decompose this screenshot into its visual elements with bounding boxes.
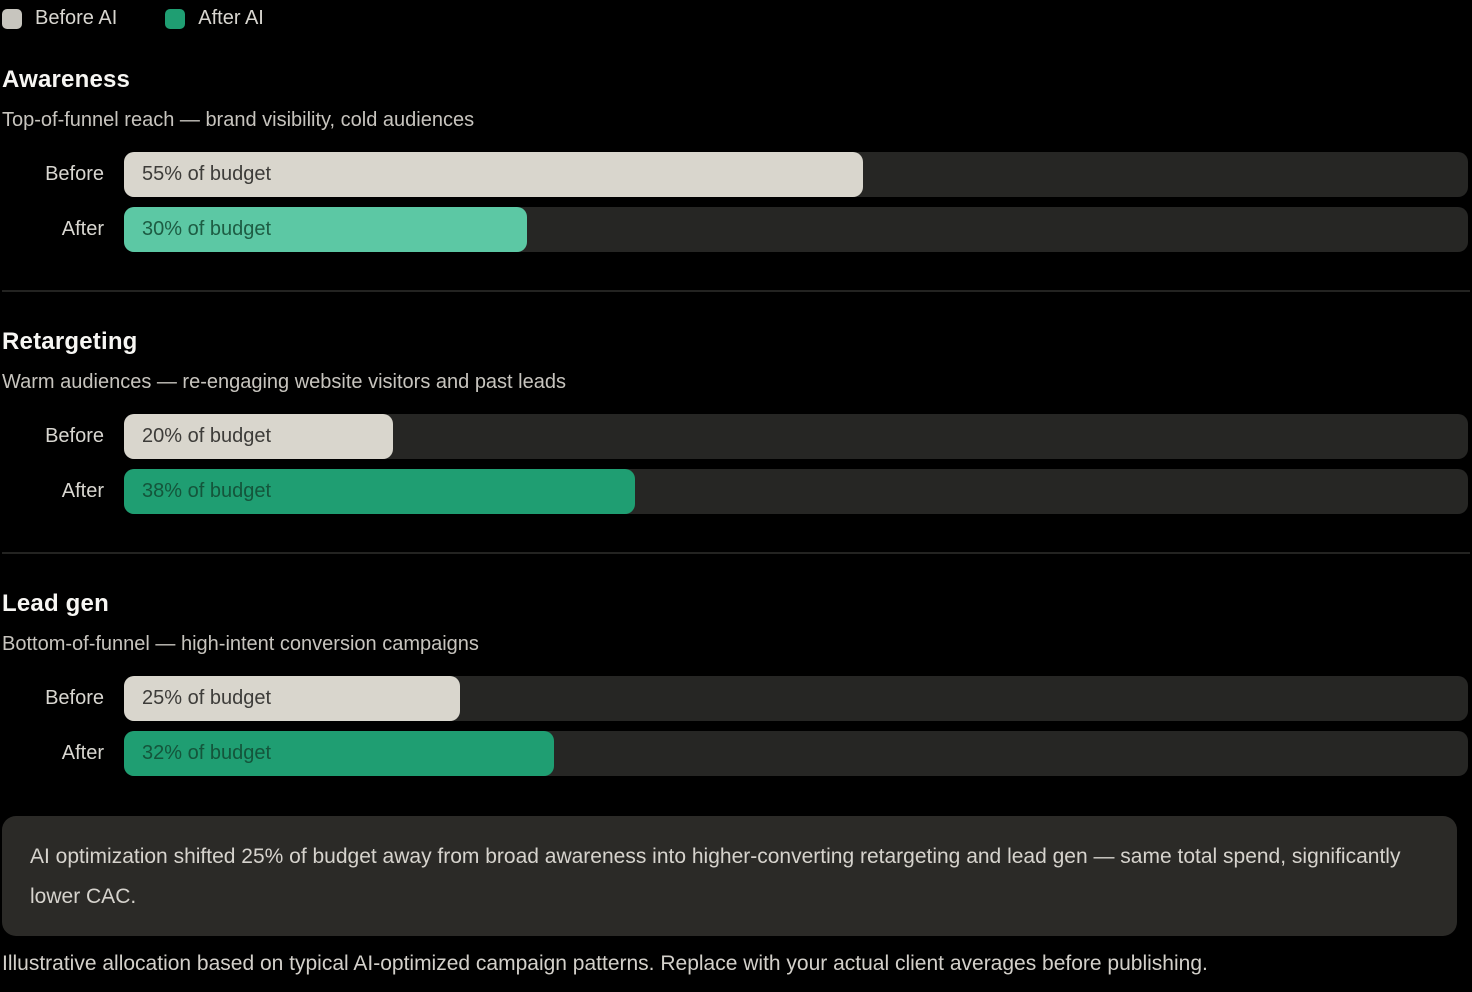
legend-label-before-ai: Before AI bbox=[35, 7, 118, 29]
section-subtitle: Top-of-funnel reach — brand visibility, … bbox=[2, 109, 475, 131]
after-ai-swatch-icon bbox=[165, 8, 186, 29]
row-label: Before bbox=[45, 687, 104, 709]
bar-track: 32% of budget bbox=[124, 731, 1468, 776]
bar-fill-before: 25% of budget bbox=[124, 676, 460, 721]
before-ai-swatch-icon bbox=[2, 8, 22, 29]
section-awareness: Awareness Top-of-funnel reach — brand vi… bbox=[2, 66, 1470, 252]
bar-fill-after: 38% of budget bbox=[124, 469, 635, 514]
bar-track: 55% of budget bbox=[124, 152, 1468, 197]
disclaimer-text: Illustrative allocation based on typical… bbox=[2, 952, 1208, 975]
bar-rows: Before 55% of budget After 30% of budget bbox=[2, 152, 1470, 252]
bar-rows: Before 25% of budget After 32% of budget bbox=[2, 676, 1470, 776]
section-title: Awareness bbox=[2, 66, 131, 93]
bar-rows: Before 20% of budget After 38% of budget bbox=[2, 414, 1470, 514]
legend-label-after-ai: After AI bbox=[198, 7, 264, 29]
bar-track: 25% of budget bbox=[124, 676, 1468, 721]
section-retargeting: Retargeting Warm audiences — re-engaging… bbox=[2, 328, 1470, 514]
bar-track: 20% of budget bbox=[124, 414, 1468, 459]
bar-fill-before: 55% of budget bbox=[124, 152, 864, 197]
bar-fill-before: 20% of budget bbox=[124, 414, 393, 459]
legend: Before AI After AI bbox=[2, 7, 1470, 30]
section-divider bbox=[2, 552, 1470, 554]
section-subtitle: Bottom-of-funnel — high-intent conversio… bbox=[2, 633, 479, 655]
bar-row-after: After 30% of budget bbox=[2, 207, 1470, 252]
bar-fill-after: 30% of budget bbox=[124, 207, 528, 252]
section-title: Retargeting bbox=[2, 328, 138, 355]
bar-track: 30% of budget bbox=[124, 207, 1468, 252]
summary-note: AI optimization shifted 25% of budget aw… bbox=[2, 816, 1457, 936]
section-subtitle: Warm audiences — re-engaging website vis… bbox=[2, 371, 566, 393]
bar-fill-after: 32% of budget bbox=[124, 731, 555, 776]
bar-track: 38% of budget bbox=[124, 469, 1468, 514]
bar-row-before: Before 25% of budget bbox=[2, 676, 1470, 721]
row-label: After bbox=[61, 218, 104, 240]
row-label: After bbox=[61, 480, 104, 502]
row-label: After bbox=[61, 742, 104, 764]
bar-row-after: After 32% of budget bbox=[2, 731, 1470, 776]
row-label: Before bbox=[45, 163, 104, 185]
section-divider bbox=[2, 290, 1470, 292]
section-title: Lead gen bbox=[2, 590, 109, 617]
row-label: Before bbox=[45, 425, 104, 447]
bar-row-before: Before 55% of budget bbox=[2, 152, 1470, 197]
bar-row-after: After 38% of budget bbox=[2, 469, 1470, 514]
legend-item-before-ai: Before AI bbox=[2, 7, 117, 30]
bar-row-before: Before 20% of budget bbox=[2, 414, 1470, 459]
legend-item-after-ai: After AI bbox=[165, 7, 264, 30]
section-lead-gen: Lead gen Bottom-of-funnel — high-intent … bbox=[2, 590, 1470, 776]
